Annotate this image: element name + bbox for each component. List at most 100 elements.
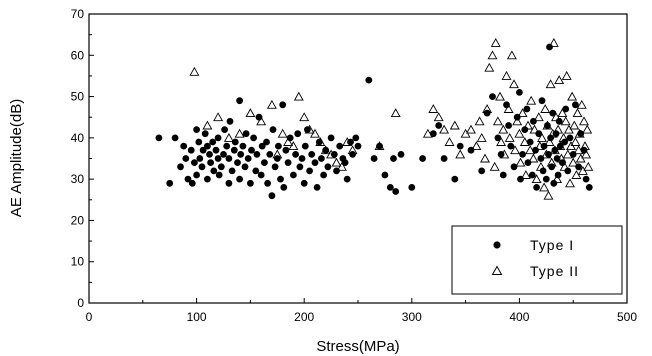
data-point-type-ii — [514, 128, 525, 138]
data-point-type-ii — [580, 141, 590, 151]
data-point-type-i — [268, 192, 276, 200]
data-point-type-i — [290, 171, 297, 179]
data-point-type-ii — [466, 124, 476, 134]
data-point-type-ii — [293, 91, 304, 101]
data-point-type-i — [204, 142, 211, 150]
y-tick-label: 60 — [71, 48, 85, 62]
data-point-type-ii — [570, 137, 581, 146]
data-point-type-i — [204, 175, 211, 183]
y-tick-label: 40 — [71, 131, 85, 145]
data-point-type-i — [354, 142, 362, 150]
legend-marker-type-ii — [491, 265, 503, 275]
data-point-type-i — [257, 171, 265, 179]
data-point-type-ii — [455, 149, 466, 159]
data-point-type-i — [392, 188, 400, 195]
data-point-type-i — [306, 167, 313, 175]
data-point-type-i — [370, 155, 378, 162]
data-point-type-ii — [567, 91, 578, 101]
data-point-type-ii — [541, 149, 552, 159]
data-point-type-ii — [474, 116, 485, 126]
legend-box — [451, 225, 623, 295]
data-point-type-ii — [560, 116, 571, 126]
data-point-type-i — [201, 130, 209, 138]
data-point-type-i — [507, 142, 515, 150]
data-point-type-i — [282, 146, 290, 154]
data-point-type-ii — [568, 157, 579, 167]
y-tick-label: 10 — [71, 255, 85, 269]
data-point-type-ii — [520, 170, 531, 179]
data-point-type-ii — [499, 149, 510, 159]
data-point-type-ii — [272, 149, 283, 159]
data-point-type-i — [478, 167, 486, 175]
data-point-type-i — [280, 184, 288, 191]
data-point-type-i — [553, 155, 561, 162]
data-point-type-i — [301, 142, 309, 150]
x-axis-title: Stress(MPa) — [316, 338, 399, 355]
data-point-type-i — [313, 184, 321, 191]
data-point-type-i — [535, 130, 543, 138]
data-point-type-ii — [433, 112, 444, 122]
data-point-type-i — [429, 130, 437, 138]
data-point-type-i — [292, 151, 299, 158]
data-point-type-i — [542, 175, 550, 183]
data-point-type-i — [212, 146, 220, 154]
data-point-type-i — [532, 146, 539, 154]
data-point-type-ii — [347, 145, 358, 155]
x-tick-label: 300 — [402, 310, 422, 324]
data-point-type-ii — [449, 120, 460, 130]
data-point-type-ii — [519, 137, 530, 146]
data-point-type-i — [263, 138, 270, 146]
data-point-type-i — [456, 142, 464, 150]
data-point-type-i — [435, 122, 443, 129]
data-point-type-ii — [543, 190, 554, 200]
data-point-type-i — [188, 179, 196, 187]
data-point-type-ii — [498, 124, 509, 134]
data-point-type-ii — [320, 145, 331, 155]
data-point-type-i — [242, 130, 250, 138]
data-point-type-i — [214, 155, 222, 162]
data-point-type-i — [523, 105, 531, 113]
data-point-type-i — [226, 117, 234, 125]
data-point-type-i — [182, 155, 190, 162]
data-point-type-i — [279, 101, 287, 109]
data-point-type-i — [210, 167, 218, 175]
data-point-type-i — [195, 138, 203, 146]
data-point-type-i — [365, 76, 373, 84]
data-point-type-ii — [535, 161, 546, 171]
data-point-type-i — [499, 171, 507, 179]
y-axis-title: AE Amplitude(dB) — [8, 99, 25, 217]
data-point-type-i — [298, 155, 306, 162]
data-point-type-i — [548, 163, 556, 171]
x-tick-label: 500 — [617, 310, 637, 324]
data-point-type-i — [241, 163, 249, 171]
x-tick-label: 100 — [187, 310, 207, 324]
data-point-type-i — [234, 159, 241, 167]
data-point-type-ii — [439, 124, 450, 134]
data-point-type-ii — [390, 108, 401, 118]
data-point-type-i — [221, 126, 229, 133]
data-point-type-ii — [266, 99, 277, 109]
legend: Type I Type II — [451, 225, 623, 295]
data-point-type-i — [223, 142, 231, 150]
data-point-type-i — [585, 184, 593, 191]
data-point-type-i — [196, 155, 204, 162]
y-tick-label: 0 — [77, 296, 84, 310]
data-point-type-i — [275, 142, 282, 150]
data-point-type-i — [440, 155, 448, 162]
series-type-ii — [189, 37, 594, 200]
x-tick-label: 200 — [294, 310, 314, 324]
data-point-type-i — [225, 155, 233, 162]
data-point-type-ii — [565, 178, 575, 188]
data-point-type-ii — [529, 124, 540, 134]
data-point-type-i — [343, 175, 351, 183]
data-point-type-i — [231, 138, 239, 146]
data-point-type-i — [258, 142, 266, 150]
data-point-type-i — [300, 179, 308, 187]
data-point-type-i — [533, 184, 540, 191]
data-point-type-i — [320, 171, 327, 179]
data-point-type-i — [264, 179, 271, 187]
data-point-type-ii — [310, 128, 320, 138]
data-point-type-i — [408, 184, 416, 191]
legend-label-type-i: Type I — [530, 237, 574, 253]
